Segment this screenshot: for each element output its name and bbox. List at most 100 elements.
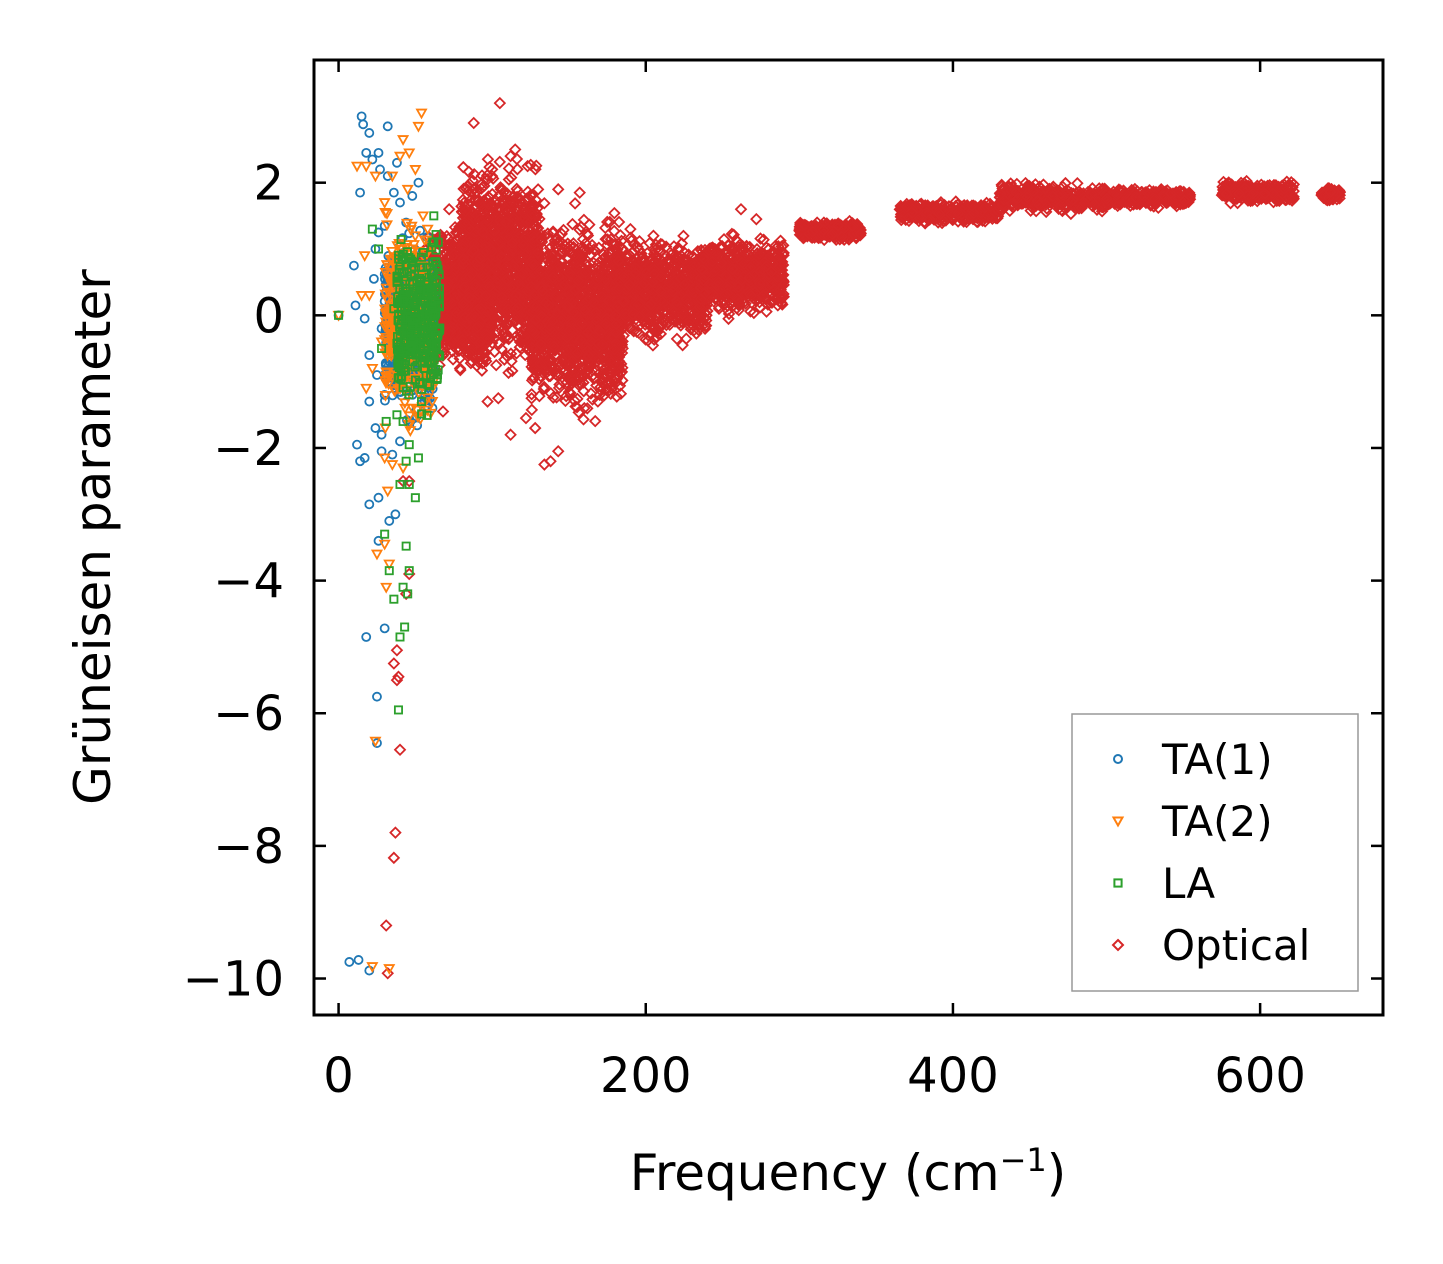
data-point	[485, 198, 499, 211]
data-point	[456, 239, 470, 253]
data-point	[465, 346, 478, 359]
data-point	[504, 347, 518, 360]
data-point	[512, 319, 526, 332]
data-point	[502, 231, 516, 245]
plot-area	[332, 96, 1347, 980]
data-point	[489, 311, 502, 325]
data-point	[454, 363, 467, 377]
data-point	[512, 260, 526, 273]
data-point	[530, 159, 543, 173]
data-point	[505, 354, 518, 368]
data-point	[566, 217, 579, 231]
data-point	[509, 289, 523, 302]
data-point	[495, 291, 509, 304]
data-point	[500, 272, 513, 286]
data-point	[503, 195, 516, 209]
data-point	[506, 267, 520, 281]
data-point	[471, 288, 485, 301]
data-point	[441, 257, 454, 271]
data-point	[483, 280, 497, 293]
data-point	[453, 362, 467, 375]
data-point	[495, 250, 508, 264]
data-point	[497, 327, 510, 340]
data-point	[476, 200, 489, 214]
data-point	[481, 173, 494, 186]
data-point	[476, 225, 489, 239]
data-point	[499, 326, 512, 340]
data-point	[440, 331, 453, 345]
data-point	[471, 320, 484, 334]
data-point	[479, 310, 492, 323]
data-point	[468, 181, 481, 195]
data-point	[458, 280, 471, 294]
data-point	[501, 303, 515, 316]
data-point	[468, 310, 482, 324]
data-point	[456, 193, 470, 207]
data-point	[460, 180, 474, 193]
data-point	[480, 245, 493, 258]
data-point	[472, 355, 485, 369]
data-point	[521, 159, 534, 173]
data-point	[482, 190, 495, 203]
data-point	[493, 306, 506, 320]
data-point	[531, 183, 545, 196]
data-point	[524, 189, 537, 202]
data-point	[464, 356, 478, 370]
data-point	[588, 414, 602, 428]
data-point	[599, 232, 612, 246]
data-point	[488, 345, 501, 359]
data-point	[461, 299, 475, 312]
data-point	[480, 263, 493, 276]
data-point	[457, 252, 470, 266]
data-point	[474, 302, 488, 315]
data-point	[463, 270, 477, 284]
data-point	[479, 289, 492, 302]
data-point	[459, 204, 472, 218]
data-point	[480, 313, 494, 327]
data-point	[499, 216, 512, 229]
data-point	[456, 242, 469, 255]
data-point	[507, 301, 520, 315]
data-point	[489, 358, 503, 372]
data-point	[510, 310, 524, 324]
data-point	[498, 353, 511, 366]
data-point	[517, 330, 530, 343]
data-point	[467, 237, 481, 251]
data-point	[490, 263, 503, 276]
data-point	[508, 221, 522, 234]
data-point	[505, 364, 519, 378]
data-point	[475, 169, 489, 182]
data-point	[440, 229, 454, 243]
data-point	[488, 224, 501, 238]
data-point	[500, 260, 513, 273]
data-point	[505, 244, 519, 258]
data-point	[490, 272, 503, 286]
data-point	[457, 257, 470, 271]
data-point	[462, 291, 476, 304]
data-point	[455, 229, 468, 243]
data-point	[473, 213, 486, 226]
data-point	[493, 155, 507, 169]
data-point	[441, 276, 455, 289]
data-point	[473, 252, 487, 265]
data-point	[457, 160, 470, 174]
data-point	[440, 312, 453, 325]
data-point	[520, 192, 533, 206]
data-point	[568, 197, 582, 210]
data-point	[494, 183, 508, 196]
data-point	[525, 403, 539, 417]
data-point	[475, 364, 489, 377]
data-point	[472, 259, 485, 273]
data-point	[505, 195, 519, 209]
data-point	[513, 341, 527, 354]
data-point	[441, 264, 454, 277]
data-point	[496, 244, 510, 257]
data-point	[517, 234, 530, 248]
data-point	[591, 395, 605, 408]
data-point	[479, 346, 493, 359]
data-point	[517, 239, 530, 252]
data-point	[502, 173, 516, 186]
data-point	[608, 206, 621, 220]
data-point	[462, 324, 476, 337]
data-point	[467, 167, 481, 181]
